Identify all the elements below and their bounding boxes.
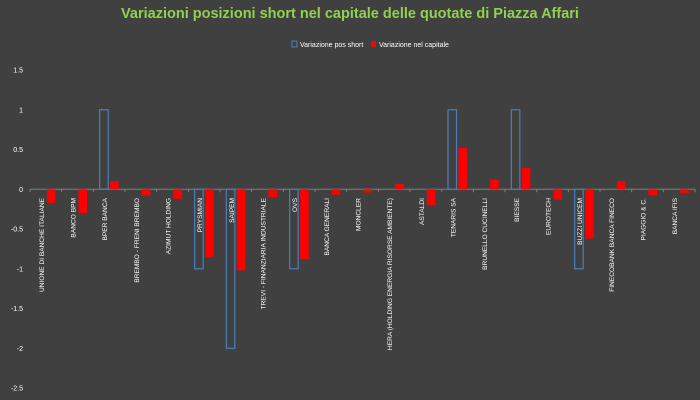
category-label: BIESSE: [514, 197, 521, 221]
y-tick-label: -1: [17, 266, 23, 273]
bar-capital-change: [300, 189, 309, 260]
category-label: BANCO BPM: [71, 198, 78, 238]
y-tick-label: 1.5: [13, 68, 23, 75]
category-label: PRYSMIAN: [197, 198, 204, 233]
category-label: TENARIS SA: [451, 197, 458, 237]
category-label: BPER BANCA: [102, 197, 109, 240]
y-tick-label: -2.5: [11, 386, 23, 393]
bar-capital-change: [141, 189, 151, 196]
bar-short-position: [194, 188, 204, 270]
bar-short-position: [447, 109, 458, 190]
category-label: FINECOBANK BANCA FINECO: [609, 198, 616, 292]
category-label: EUROTECH: [546, 198, 553, 235]
category-label: BANCA GENERALI: [324, 198, 331, 256]
legend-swatch-capital: [371, 41, 376, 47]
y-tick-label: 0.5: [13, 147, 23, 154]
category-label: BREMBO - FRENI BREMBO: [134, 198, 141, 283]
category-label: MONCLER: [356, 198, 363, 231]
category-label: PIAGGIO & C.: [641, 198, 648, 241]
bar-short-position: [99, 109, 109, 190]
bar-capital-change: [110, 181, 119, 190]
y-tick-label: 1: [19, 107, 23, 114]
bar-capital-change: [585, 189, 594, 239]
bar-capital-change: [268, 189, 277, 198]
category-label: SAIPEM: [229, 198, 236, 223]
bar-capital-change: [458, 147, 467, 190]
bar-capital-change: [553, 189, 562, 200]
bar-capital-change: [236, 189, 246, 271]
bar-capital-change: [616, 181, 626, 190]
category-label: BUZZI UNICEM: [577, 198, 584, 245]
legend-label-short: Variazione pos short: [300, 42, 363, 49]
bar-capital-change: [46, 189, 56, 203]
bar-capital-change: [490, 179, 499, 190]
category-label: BRUNELLO CUCINELLI: [482, 198, 489, 270]
bar-capital-change: [395, 183, 404, 190]
bar-short-position: [289, 188, 299, 270]
legend-swatch-short: [291, 40, 298, 48]
bar-capital-change: [680, 189, 689, 194]
bar-short-position: [510, 109, 521, 190]
y-tick-label: -2: [17, 346, 23, 353]
bar-capital-change: [426, 189, 436, 206]
bar-capital-change: [648, 189, 657, 196]
y-tick-label: -0.5: [11, 227, 23, 234]
y-tick-label: 0: [19, 187, 23, 194]
legend-label-capital: Variazione nel capitale: [379, 42, 449, 49]
category-label: UNIONE DI BANCHE ITALIANE: [39, 197, 46, 292]
bar-short-position: [574, 188, 584, 270]
category-label: TREVI - FINANZIARIA INDUSTRIALE: [261, 197, 268, 309]
y-tick-label: -1.5: [11, 306, 23, 313]
category-label: HERA (HOLDING ENERGIA RISORSE AMBIENTE): [387, 198, 394, 350]
bar-capital-change: [331, 189, 341, 195]
bar-capital-change: [205, 189, 214, 257]
bar-capital-change: [173, 189, 182, 199]
category-label: AZIMUT HOLDING: [166, 198, 173, 254]
category-label: OVS: [292, 197, 299, 212]
bar-capital-change: [521, 167, 531, 190]
bar-short-position: [225, 188, 236, 349]
category-label: BANCA IFIS: [672, 197, 679, 234]
chart-title: Variazioni posizioni short nel capitale …: [121, 6, 579, 22]
bar-capital-change: [78, 189, 87, 214]
category-label: ASTALDI: [419, 198, 426, 225]
bar-capital-change: [363, 189, 372, 193]
